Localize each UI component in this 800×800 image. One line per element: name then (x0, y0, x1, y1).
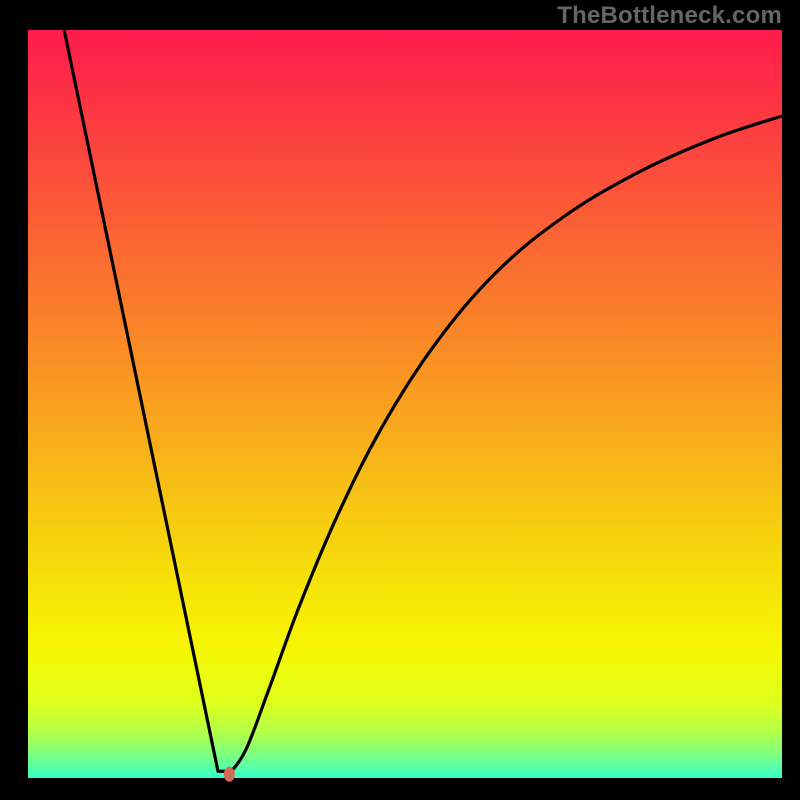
minimum-marker (224, 767, 235, 782)
chart-svg (0, 0, 800, 800)
watermark-text: TheBottleneck.com (557, 2, 782, 30)
bottleneck-chart: TheBottleneck.com (0, 0, 800, 800)
